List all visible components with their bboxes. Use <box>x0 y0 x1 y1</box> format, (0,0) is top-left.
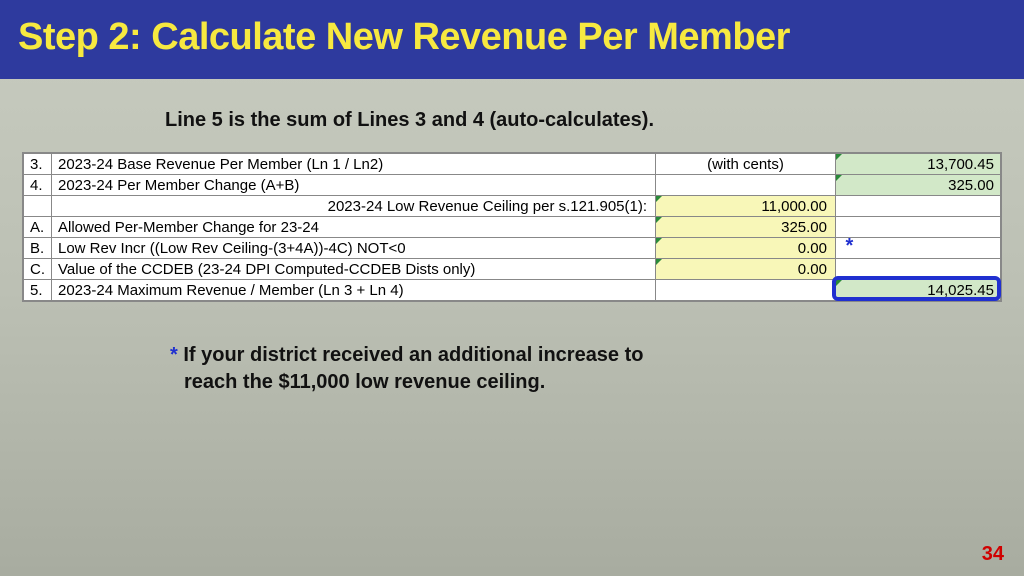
footnote-star: * <box>170 344 178 366</box>
row-value <box>836 217 1001 238</box>
row-number: B. <box>24 238 52 259</box>
row-label: Value of the CCDEB (23-24 DPI Computed-C… <box>52 259 656 280</box>
row-number: 5. <box>24 280 52 301</box>
footnote: * If your district received an additiona… <box>170 342 810 396</box>
table-row: 5.2023-24 Maximum Revenue / Member (Ln 3… <box>24 280 1001 301</box>
row-label: 2023-24 Maximum Revenue / Member (Ln 3 +… <box>52 280 656 301</box>
slide-title: Step 2: Calculate New Revenue Per Member <box>18 16 790 58</box>
row-number: 4. <box>24 175 52 196</box>
row-value <box>836 259 1001 280</box>
table-row: 3.2023-24 Base Revenue Per Member (Ln 1 … <box>24 154 1001 175</box>
row-value: 13,700.45 <box>836 154 1001 175</box>
row-label: 2023-24 Per Member Change (A+B) <box>52 175 656 196</box>
page-number: 34 <box>982 543 1004 566</box>
slide-header: Step 2: Calculate New Revenue Per Member <box>0 0 1024 79</box>
row-number: C. <box>24 259 52 280</box>
row-mid-value: 325.00 <box>656 217 836 238</box>
row-number <box>24 196 52 217</box>
table-row: B.Low Rev Incr ((Low Rev Ceiling-(3+4A))… <box>24 238 1001 259</box>
row-value: 14,025.45 <box>836 280 1001 301</box>
row-mid-value: 0.00 <box>656 259 836 280</box>
row-number: 3. <box>24 154 52 175</box>
table-row: C.Value of the CCDEB (23-24 DPI Computed… <box>24 259 1001 280</box>
footnote-line1: If your district received an additional … <box>178 344 644 366</box>
footnote-line2: reach the $11,000 low revenue ceiling. <box>184 369 545 396</box>
subtitle: Line 5 is the sum of Lines 3 and 4 (auto… <box>165 109 1024 132</box>
row-value <box>836 196 1001 217</box>
row-mid-value: 0.00 <box>656 238 836 259</box>
asterisk-icon: * <box>846 235 854 258</box>
row-label: Low Rev Incr ((Low Rev Ceiling-(3+4A))-4… <box>52 238 656 259</box>
table-row: 4.2023-24 Per Member Change (A+B) 325.00 <box>24 175 1001 196</box>
row-mid-value: (with cents) <box>656 154 836 175</box>
row-label: Allowed Per-Member Change for 23-24 <box>52 217 656 238</box>
row-value: 325.00 <box>836 175 1001 196</box>
row-value <box>836 238 1001 259</box>
revenue-table: 3.2023-24 Base Revenue Per Member (Ln 1 … <box>22 152 1002 302</box>
row-number: A. <box>24 217 52 238</box>
table-row: 2023-24 Low Revenue Ceiling per s.121.90… <box>24 196 1001 217</box>
row-label: 2023-24 Base Revenue Per Member (Ln 1 / … <box>52 154 656 175</box>
row-mid-value <box>656 280 836 301</box>
row-label: 2023-24 Low Revenue Ceiling per s.121.90… <box>52 196 656 217</box>
row-mid-value: 11,000.00 <box>656 196 836 217</box>
row-mid-value <box>656 175 836 196</box>
table-row: A.Allowed Per-Member Change for 23-24325… <box>24 217 1001 238</box>
